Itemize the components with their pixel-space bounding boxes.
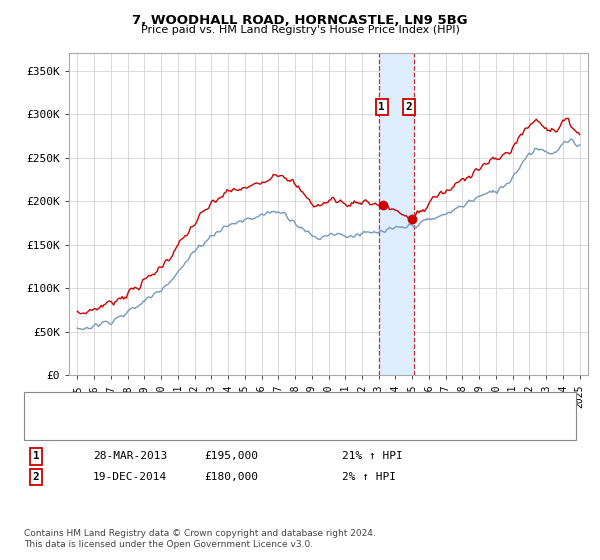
Text: 2: 2 [406, 102, 413, 112]
Text: 21% ↑ HPI: 21% ↑ HPI [342, 451, 403, 461]
Text: 2: 2 [32, 472, 40, 482]
Text: 2% ↑ HPI: 2% ↑ HPI [342, 472, 396, 482]
Bar [379, 53, 414, 375]
Text: 7, WOODHALL ROAD, HORNCASTLE, LN9 5BG (detached house): 7, WOODHALL ROAD, HORNCASTLE, LN9 5BG (d… [75, 413, 407, 423]
Text: 1: 1 [32, 451, 40, 461]
Text: 7, WOODHALL ROAD, HORNCASTLE, LN9 5BG: 7, WOODHALL ROAD, HORNCASTLE, LN9 5BG [132, 14, 468, 27]
Text: 1: 1 [379, 102, 385, 112]
Text: HPI: Average price, detached house, East Lindsey: HPI: Average price, detached house, East… [75, 424, 334, 435]
Text: 19-DEC-2014: 19-DEC-2014 [93, 472, 167, 482]
Text: £180,000: £180,000 [204, 472, 258, 482]
Text: £195,000: £195,000 [204, 451, 258, 461]
Text: Price paid vs. HM Land Registry's House Price Index (HPI): Price paid vs. HM Land Registry's House … [140, 25, 460, 35]
Text: 28-MAR-2013: 28-MAR-2013 [93, 451, 167, 461]
Text: Contains HM Land Registry data © Crown copyright and database right 2024.
This d: Contains HM Land Registry data © Crown c… [24, 529, 376, 549]
